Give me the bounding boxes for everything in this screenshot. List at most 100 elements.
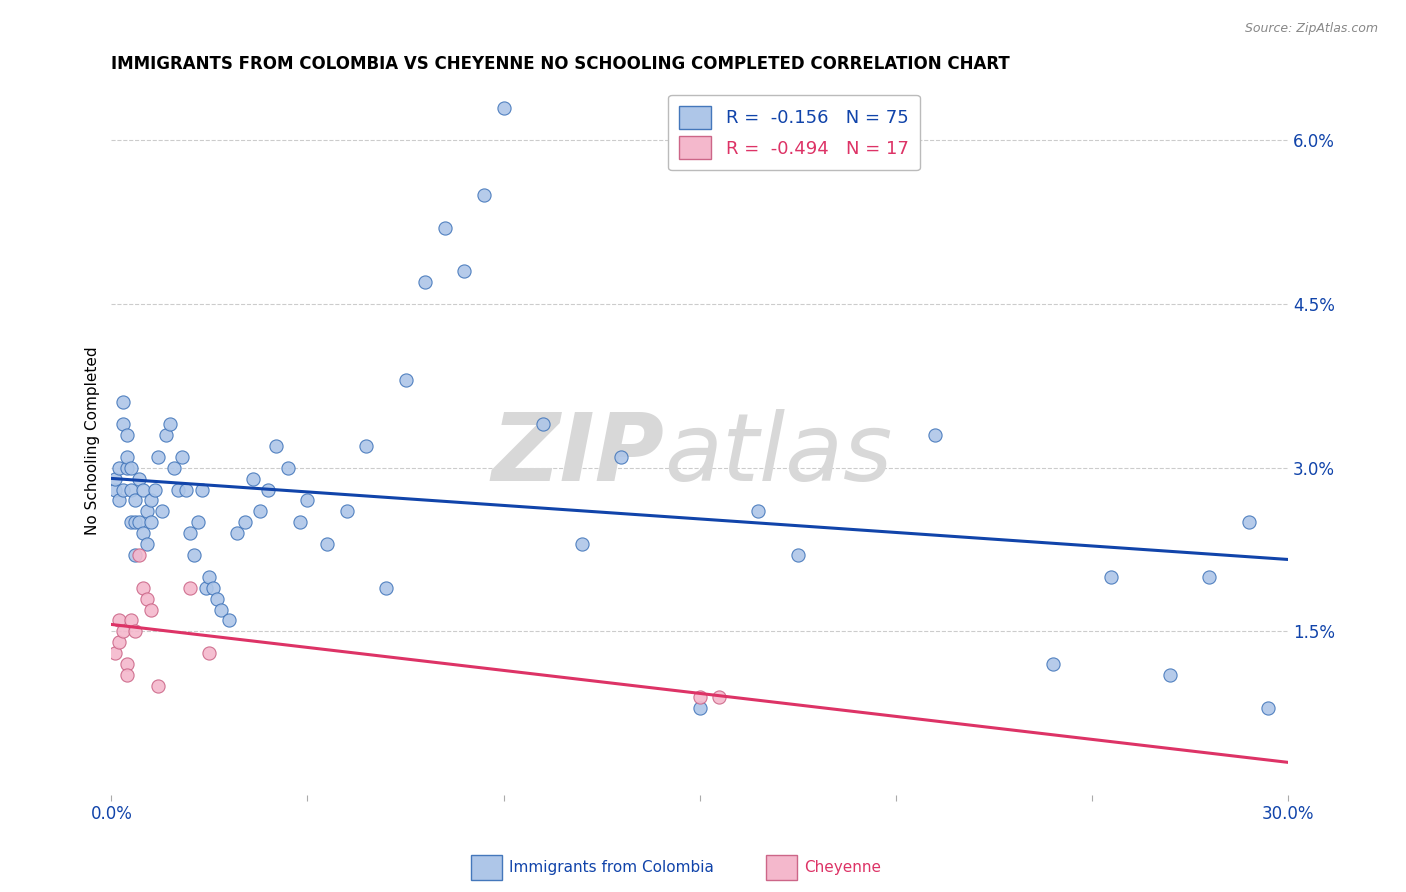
Point — [190, 483, 212, 497]
Point — [433, 220, 456, 235]
Point — [277, 460, 299, 475]
Y-axis label: No Schooling Completed: No Schooling Completed — [86, 346, 100, 534]
Point — [128, 516, 150, 530]
Point — [492, 101, 515, 115]
Point — [187, 516, 209, 530]
Point — [194, 581, 217, 595]
Text: Immigrants from Colombia: Immigrants from Colombia — [509, 860, 714, 875]
Point — [120, 516, 142, 530]
Point — [1257, 700, 1279, 714]
Point — [139, 493, 162, 508]
Point — [132, 483, 155, 497]
Point — [124, 516, 146, 530]
Point — [374, 581, 396, 595]
Point — [115, 668, 138, 682]
Point — [1237, 516, 1260, 530]
Point — [112, 483, 135, 497]
Point — [249, 504, 271, 518]
Point — [112, 395, 135, 409]
Point — [132, 526, 155, 541]
Point — [128, 548, 150, 562]
FancyBboxPatch shape — [766, 855, 797, 880]
Point — [1159, 668, 1181, 682]
Point — [179, 526, 201, 541]
Point — [242, 472, 264, 486]
Point — [316, 537, 339, 551]
Point — [225, 526, 247, 541]
Point — [108, 635, 131, 649]
Point — [108, 493, 131, 508]
Point — [183, 548, 205, 562]
Point — [531, 417, 554, 431]
Point — [610, 450, 633, 464]
Point — [218, 614, 240, 628]
Text: IMMIGRANTS FROM COLOMBIA VS CHEYENNE NO SCHOOLING COMPLETED CORRELATION CHART: IMMIGRANTS FROM COLOMBIA VS CHEYENNE NO … — [111, 55, 1010, 73]
Legend: R =  -0.156   N = 75, R =  -0.494   N = 17: R = -0.156 N = 75, R = -0.494 N = 17 — [668, 95, 920, 170]
Point — [124, 548, 146, 562]
Point — [148, 450, 170, 464]
Point — [135, 504, 157, 518]
Point — [115, 428, 138, 442]
Point — [124, 624, 146, 639]
Point — [135, 591, 157, 606]
Point — [207, 591, 229, 606]
Point — [115, 657, 138, 672]
Point — [120, 614, 142, 628]
Point — [472, 188, 495, 202]
Point — [139, 602, 162, 616]
Point — [571, 537, 593, 551]
Point — [747, 504, 769, 518]
Point — [108, 614, 131, 628]
Text: atlas: atlas — [665, 409, 893, 500]
Point — [170, 450, 193, 464]
Point — [112, 624, 135, 639]
Point — [1198, 570, 1220, 584]
Point — [108, 460, 131, 475]
Point — [1099, 570, 1122, 584]
Point — [288, 516, 311, 530]
Point — [139, 516, 162, 530]
Point — [104, 472, 127, 486]
Point — [135, 537, 157, 551]
Point — [104, 646, 127, 660]
Point — [394, 373, 416, 387]
FancyBboxPatch shape — [471, 855, 502, 880]
Point — [413, 275, 436, 289]
Point — [159, 417, 181, 431]
Text: Source: ZipAtlas.com: Source: ZipAtlas.com — [1244, 22, 1378, 36]
Point — [689, 690, 711, 704]
Point — [115, 460, 138, 475]
Point — [924, 428, 946, 442]
Point — [155, 428, 177, 442]
Point — [128, 472, 150, 486]
Point — [453, 264, 475, 278]
Point — [689, 700, 711, 714]
Point — [150, 504, 173, 518]
Point — [163, 460, 186, 475]
Point — [264, 439, 287, 453]
Point — [336, 504, 359, 518]
Point — [132, 581, 155, 595]
Point — [786, 548, 808, 562]
Point — [233, 516, 256, 530]
Point — [115, 450, 138, 464]
Point — [209, 602, 232, 616]
Point — [167, 483, 190, 497]
Point — [1042, 657, 1064, 672]
Point — [112, 417, 135, 431]
Point — [257, 483, 280, 497]
Point — [143, 483, 166, 497]
Point — [198, 570, 221, 584]
Point — [179, 581, 201, 595]
Point — [709, 690, 731, 704]
Point — [202, 581, 225, 595]
Text: ZIP: ZIP — [492, 409, 665, 500]
Text: Cheyenne: Cheyenne — [804, 860, 882, 875]
Point — [174, 483, 197, 497]
Point — [120, 460, 142, 475]
Point — [148, 679, 170, 693]
Point — [120, 483, 142, 497]
Point — [198, 646, 221, 660]
Point — [124, 493, 146, 508]
Point — [356, 439, 378, 453]
